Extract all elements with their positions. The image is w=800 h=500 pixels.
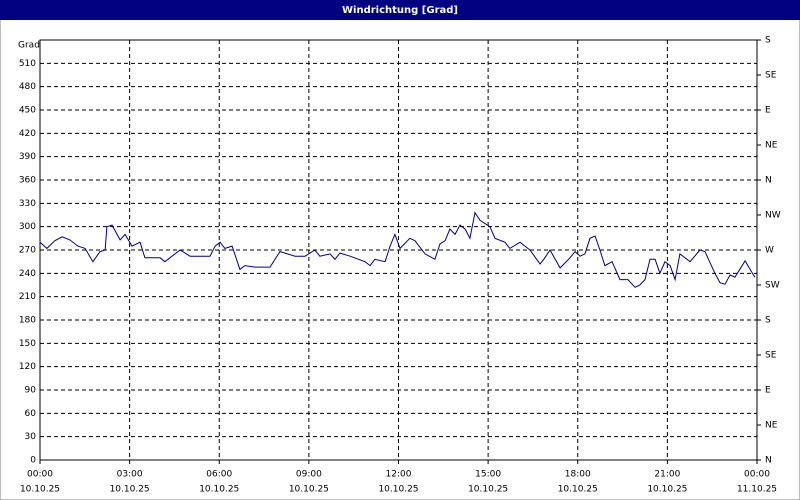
- x-tick-date: 10.10.25: [199, 485, 239, 495]
- x-tick-date: 10.10.25: [558, 485, 598, 495]
- x-tick-label: 15:00: [475, 470, 501, 480]
- y2-tick-label: SE: [765, 71, 777, 81]
- y-tick-label: 420: [19, 129, 36, 139]
- y-tick-label: 0: [30, 456, 36, 466]
- x-tick-date: 10.10.25: [647, 485, 687, 495]
- y-tick-label: 390: [19, 152, 36, 162]
- x-tick-date: 11.10.25: [737, 485, 777, 495]
- x-tick-label: 09:00: [296, 470, 322, 480]
- y2-tick-label: SE: [765, 351, 777, 361]
- y2-tick-label: E: [765, 386, 771, 396]
- data-line: [39, 211, 756, 288]
- y-tick-label: 360: [19, 176, 36, 186]
- y-axis-label: Grad: [18, 41, 40, 51]
- y-tick-label: 330: [19, 199, 36, 209]
- y2-tick-label: S: [765, 316, 771, 326]
- y-tick-label: 180: [19, 316, 36, 326]
- x-tick-label: 18:00: [565, 470, 591, 480]
- y-tick-label: 90: [25, 386, 37, 396]
- x-tick-label: 03:00: [117, 470, 143, 480]
- x-tick-label: 00:00: [27, 470, 53, 480]
- y-tick-label: 60: [25, 409, 37, 419]
- title-bar: [0, 0, 800, 20]
- y2-tick-label: SW: [765, 281, 780, 291]
- y2-tick-label: NE: [765, 141, 778, 151]
- x-tick-label: 21:00: [654, 470, 680, 480]
- x-tick-date: 10.10.25: [468, 485, 508, 495]
- y-tick-label: 300: [19, 222, 36, 232]
- y-tick-label: 240: [19, 269, 36, 279]
- y-tick-label: 480: [19, 82, 36, 92]
- x-tick-date: 10.10.25: [378, 485, 418, 495]
- y2-tick-label: S: [765, 36, 771, 46]
- x-tick-label: 06:00: [206, 470, 232, 480]
- window-title: Windrichtung [Grad]: [342, 5, 458, 16]
- y-tick-label: 210: [19, 292, 36, 302]
- x-tick-label: 00:00: [744, 470, 770, 480]
- y2-tick-label: E: [765, 106, 771, 116]
- y2-tick-label: N: [765, 176, 772, 186]
- y-tick-label: 450: [19, 106, 36, 116]
- y-tick-label: 120: [19, 362, 36, 372]
- y2-tick-label: NW: [765, 211, 781, 221]
- x-tick-label: 12:00: [386, 470, 412, 480]
- y-tick-label: 510: [19, 59, 36, 69]
- y2-tick-label: W: [765, 246, 774, 256]
- x-tick-date: 10.10.25: [110, 485, 150, 495]
- y-tick-label: 270: [19, 246, 36, 256]
- y-tick-label: 30: [25, 432, 37, 442]
- y2-tick-label: NE: [765, 421, 778, 431]
- y2-tick-label: N: [765, 456, 772, 466]
- y-tick-label: 150: [19, 339, 36, 349]
- x-tick-date: 10.10.25: [289, 485, 329, 495]
- x-tick-date: 10.10.25: [20, 485, 60, 495]
